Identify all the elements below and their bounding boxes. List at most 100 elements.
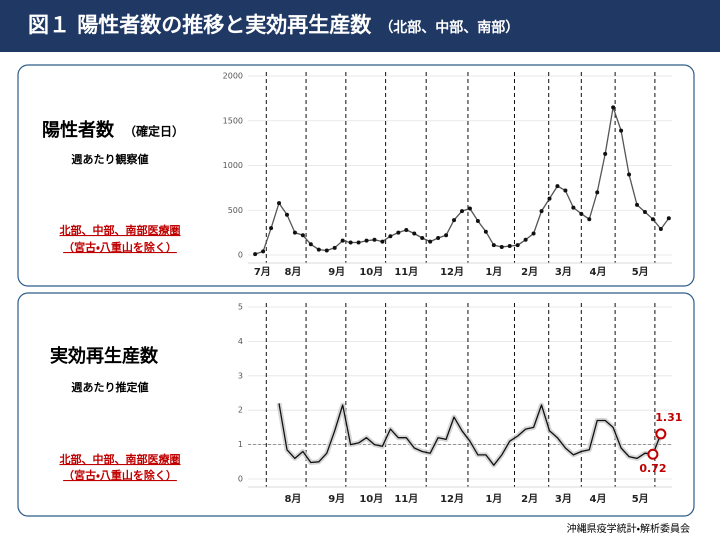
y-tick-label: 0 bbox=[238, 475, 243, 484]
x-tick-label: 1月 bbox=[485, 266, 502, 278]
point bbox=[579, 211, 584, 216]
point bbox=[332, 245, 337, 250]
y-tick-label: 1000 bbox=[223, 161, 243, 170]
y-tick-label: 3 bbox=[238, 371, 243, 380]
point bbox=[555, 184, 560, 189]
point bbox=[308, 242, 313, 247]
y-tick-label: 0 bbox=[238, 251, 243, 260]
value-label: 0.72 bbox=[639, 462, 666, 475]
panel-subtitle: 週あたり観察値 bbox=[72, 152, 149, 166]
point bbox=[444, 233, 449, 238]
header-bar bbox=[0, 0, 720, 52]
point bbox=[515, 243, 520, 248]
point bbox=[348, 240, 353, 245]
panel-heading-note: （確定日） bbox=[124, 124, 184, 139]
point bbox=[587, 217, 592, 222]
point bbox=[547, 196, 552, 201]
y-tick-label: 2 bbox=[238, 406, 243, 415]
subtitle: （北部、中部、南部） bbox=[379, 19, 519, 36]
point bbox=[619, 128, 624, 133]
x-tick-label: 3月 bbox=[555, 493, 572, 505]
y-tick-label: 500 bbox=[228, 206, 243, 215]
y-tick-label: 1 bbox=[238, 440, 243, 449]
point bbox=[499, 244, 504, 249]
point bbox=[428, 239, 433, 244]
x-tick-label: 10月 bbox=[359, 493, 383, 505]
point bbox=[658, 227, 663, 232]
point bbox=[420, 235, 425, 240]
point bbox=[292, 230, 297, 235]
x-tick-label: 4月 bbox=[590, 266, 607, 278]
x-tick-label: 11月 bbox=[394, 493, 418, 505]
point bbox=[269, 226, 274, 231]
point bbox=[380, 239, 385, 244]
panel-heading: 実効再生産数 bbox=[50, 345, 159, 367]
region-note: （宮古・八重山を除く） bbox=[63, 468, 177, 482]
point bbox=[634, 202, 639, 207]
point bbox=[459, 209, 464, 214]
point bbox=[284, 212, 289, 217]
point bbox=[372, 237, 377, 242]
x-tick-label: 2月 bbox=[521, 266, 538, 278]
point bbox=[523, 237, 528, 242]
x-tick-label: 12月 bbox=[440, 266, 464, 278]
point bbox=[475, 218, 480, 223]
highlight-point bbox=[655, 428, 667, 440]
point bbox=[261, 249, 266, 254]
y-tick-label: 2000 bbox=[223, 72, 243, 81]
point bbox=[563, 188, 568, 193]
point bbox=[571, 205, 576, 210]
point bbox=[642, 210, 647, 215]
plot-area bbox=[248, 307, 672, 479]
point bbox=[539, 209, 544, 214]
point bbox=[388, 234, 393, 239]
title: 図１ 陽性者数の推移と実効再生産数 bbox=[28, 13, 372, 37]
x-tick-label: 5月 bbox=[632, 493, 649, 505]
point bbox=[316, 247, 321, 252]
point bbox=[364, 238, 369, 243]
highlight-point bbox=[647, 448, 659, 460]
x-tick-label: 2月 bbox=[521, 493, 538, 505]
point bbox=[324, 248, 329, 253]
point bbox=[300, 233, 305, 238]
region-note: （宮古・八重山を除く） bbox=[63, 240, 177, 254]
series-line bbox=[278, 403, 662, 466]
x-tick-label: 9月 bbox=[328, 266, 345, 278]
x-tick-label: 9月 bbox=[328, 493, 345, 505]
point bbox=[507, 244, 512, 249]
point bbox=[356, 240, 361, 245]
y-tick-label: 4 bbox=[238, 337, 243, 346]
point bbox=[531, 231, 536, 236]
point bbox=[253, 252, 258, 257]
value-label: 1.31 bbox=[655, 411, 682, 424]
x-tick-label: 5月 bbox=[632, 266, 649, 278]
y-tick-label: 5 bbox=[238, 303, 243, 312]
x-tick-label: 12月 bbox=[440, 493, 464, 505]
point bbox=[467, 206, 472, 211]
y-tick-label: 1500 bbox=[223, 116, 243, 125]
point bbox=[491, 243, 496, 248]
point bbox=[396, 230, 401, 235]
point bbox=[277, 201, 282, 206]
point bbox=[483, 229, 488, 234]
point bbox=[404, 227, 409, 232]
footer: 沖縄県疫学統計・解析委員会 bbox=[567, 522, 690, 535]
point bbox=[436, 235, 441, 240]
x-tick-label: 11月 bbox=[394, 266, 418, 278]
point bbox=[452, 218, 457, 223]
x-tick-label: 4月 bbox=[590, 493, 607, 505]
point bbox=[340, 238, 345, 243]
point bbox=[603, 151, 608, 156]
point bbox=[595, 190, 600, 195]
point bbox=[611, 105, 616, 110]
panel-subtitle: 週あたり推定値 bbox=[72, 380, 149, 394]
panel-heading: 陽性者数 bbox=[42, 119, 115, 141]
region-note: 北部、中部、南部医療圏 bbox=[60, 452, 181, 466]
x-tick-label: 1月 bbox=[485, 493, 502, 505]
x-tick-label: 8月 bbox=[284, 266, 301, 278]
point bbox=[627, 172, 632, 177]
x-tick-label: 10月 bbox=[359, 266, 383, 278]
region-note: 北部、中部、南部医療圏 bbox=[60, 223, 181, 237]
